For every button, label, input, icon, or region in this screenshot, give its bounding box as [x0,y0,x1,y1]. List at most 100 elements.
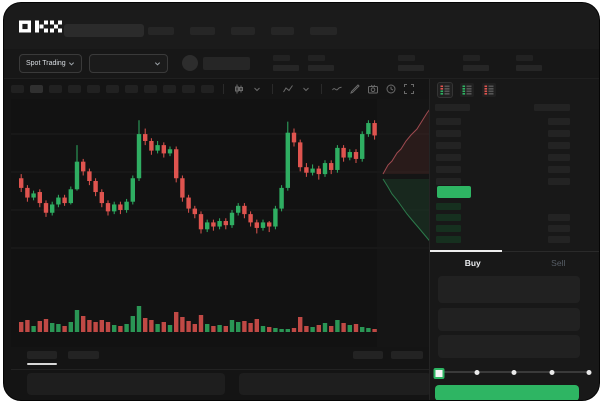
ask-row-amount[interactable] [548,178,570,185]
slider-stop[interactable] [586,369,592,375]
nav-item[interactable] [190,27,215,35]
book-asks-icon[interactable] [482,83,496,97]
timeframe-button[interactable] [106,85,119,93]
candle-body [285,132,290,188]
ask-row-price[interactable] [436,154,461,161]
price-field[interactable] [438,276,580,303]
pair-selector[interactable] [89,54,168,73]
timeframe-button[interactable] [49,85,62,93]
bid-row-price[interactable] [436,203,461,210]
candle-style-icon[interactable] [233,83,245,95]
tab-sell[interactable]: Sell [551,258,566,268]
candle-body [50,204,55,213]
bottom-panel[interactable] [27,373,225,395]
bottom-panel[interactable] [239,373,431,395]
timeframe-buttons [11,85,214,93]
amount-field[interactable] [438,308,580,331]
last-price-bar[interactable] [437,186,471,198]
ask-row-price[interactable] [436,118,461,125]
timeframe-button[interactable] [144,85,157,93]
bid-row-amount[interactable] [548,236,570,243]
ask-row-price[interactable] [436,142,461,149]
candle-body [217,221,222,227]
indicators-icon[interactable] [282,83,294,95]
line-tool-icon[interactable] [331,83,343,95]
timeframe-button[interactable] [30,85,43,93]
market-stats [4,49,599,78]
book-bids-icon[interactable] [460,83,474,97]
timeframe-button[interactable] [68,85,81,93]
bid-row-amount[interactable] [548,225,570,232]
pair-name-placeholder [203,57,250,70]
candle-body [74,161,80,190]
ask-row-amount[interactable] [548,166,570,173]
ask-row-amount[interactable] [548,154,570,161]
nav-item[interactable] [148,27,174,35]
trade-tabs: Buy Sell [430,250,599,274]
nav-item[interactable] [231,27,255,35]
chevron-down-icon[interactable] [300,83,312,95]
nav-item[interactable] [310,27,337,35]
price-chart[interactable] [11,99,434,347]
brush-icon[interactable] [349,83,361,95]
book-combined-icon[interactable] [437,82,453,98]
active-tab-underline [27,363,57,365]
tab-buy[interactable]: Buy [464,258,481,268]
candle-body [149,140,154,151]
candle-body [329,163,334,170]
bid-row-price[interactable] [436,214,461,221]
ask-row-amount[interactable] [548,142,570,149]
buy-submit-button[interactable] [435,385,579,400]
ask-row-price[interactable] [436,166,461,173]
timeframe-button[interactable] [182,85,195,93]
slider-stop[interactable] [474,369,479,375]
timeframe-button[interactable] [201,85,214,93]
nav-item[interactable] [271,27,294,35]
ask-row-price[interactable] [436,130,461,137]
bid-row-price[interactable] [436,236,461,243]
history-icon[interactable] [385,83,397,95]
global-search-input[interactable] [64,24,144,37]
bottom-action[interactable] [353,351,383,359]
bid-row-price[interactable] [436,225,461,232]
market-stat [398,55,424,71]
candle-body [267,222,272,227]
orderbook-view-toggles [437,82,496,98]
bottom-tab[interactable] [27,351,57,359]
slider-handle[interactable] [433,367,445,379]
volume-bar [347,325,352,332]
candle-body [310,168,315,173]
slider-stop[interactable] [549,369,554,375]
volume-bar [93,322,98,332]
volume-bar [167,325,173,332]
ask-row-price[interactable] [436,178,461,185]
okx-logo[interactable] [19,20,63,33]
timeframe-button[interactable] [125,85,138,93]
bottom-action[interactable] [391,351,423,359]
candle-body [347,152,352,158]
slider-stop[interactable] [511,369,517,375]
timeframe-button[interactable] [11,85,24,93]
bottom-tab[interactable] [68,351,99,359]
camera-icon[interactable] [367,83,379,95]
ask-row-amount[interactable] [548,130,570,137]
amount-percent-slider[interactable] [433,367,592,379]
market-type-selector[interactable]: Spot Trading [19,54,82,73]
volume-bar [236,322,241,332]
volume-bar [68,322,73,332]
ask-row-amount[interactable] [548,118,570,125]
timeframe-button[interactable] [87,85,100,93]
fullscreen-icon[interactable] [403,83,415,95]
total-field[interactable] [438,335,580,358]
volume-bar [366,328,371,332]
depth-sell-fill [383,105,433,174]
volume-bar [291,328,297,332]
bid-row-amount[interactable] [548,214,570,221]
divider [223,84,224,94]
depth-buy-fill [383,179,433,245]
candle-body [211,222,216,227]
volume-bar [143,318,148,332]
chevron-down-icon[interactable] [251,83,263,95]
stat-value-placeholder [398,65,424,71]
timeframe-button[interactable] [163,85,176,93]
